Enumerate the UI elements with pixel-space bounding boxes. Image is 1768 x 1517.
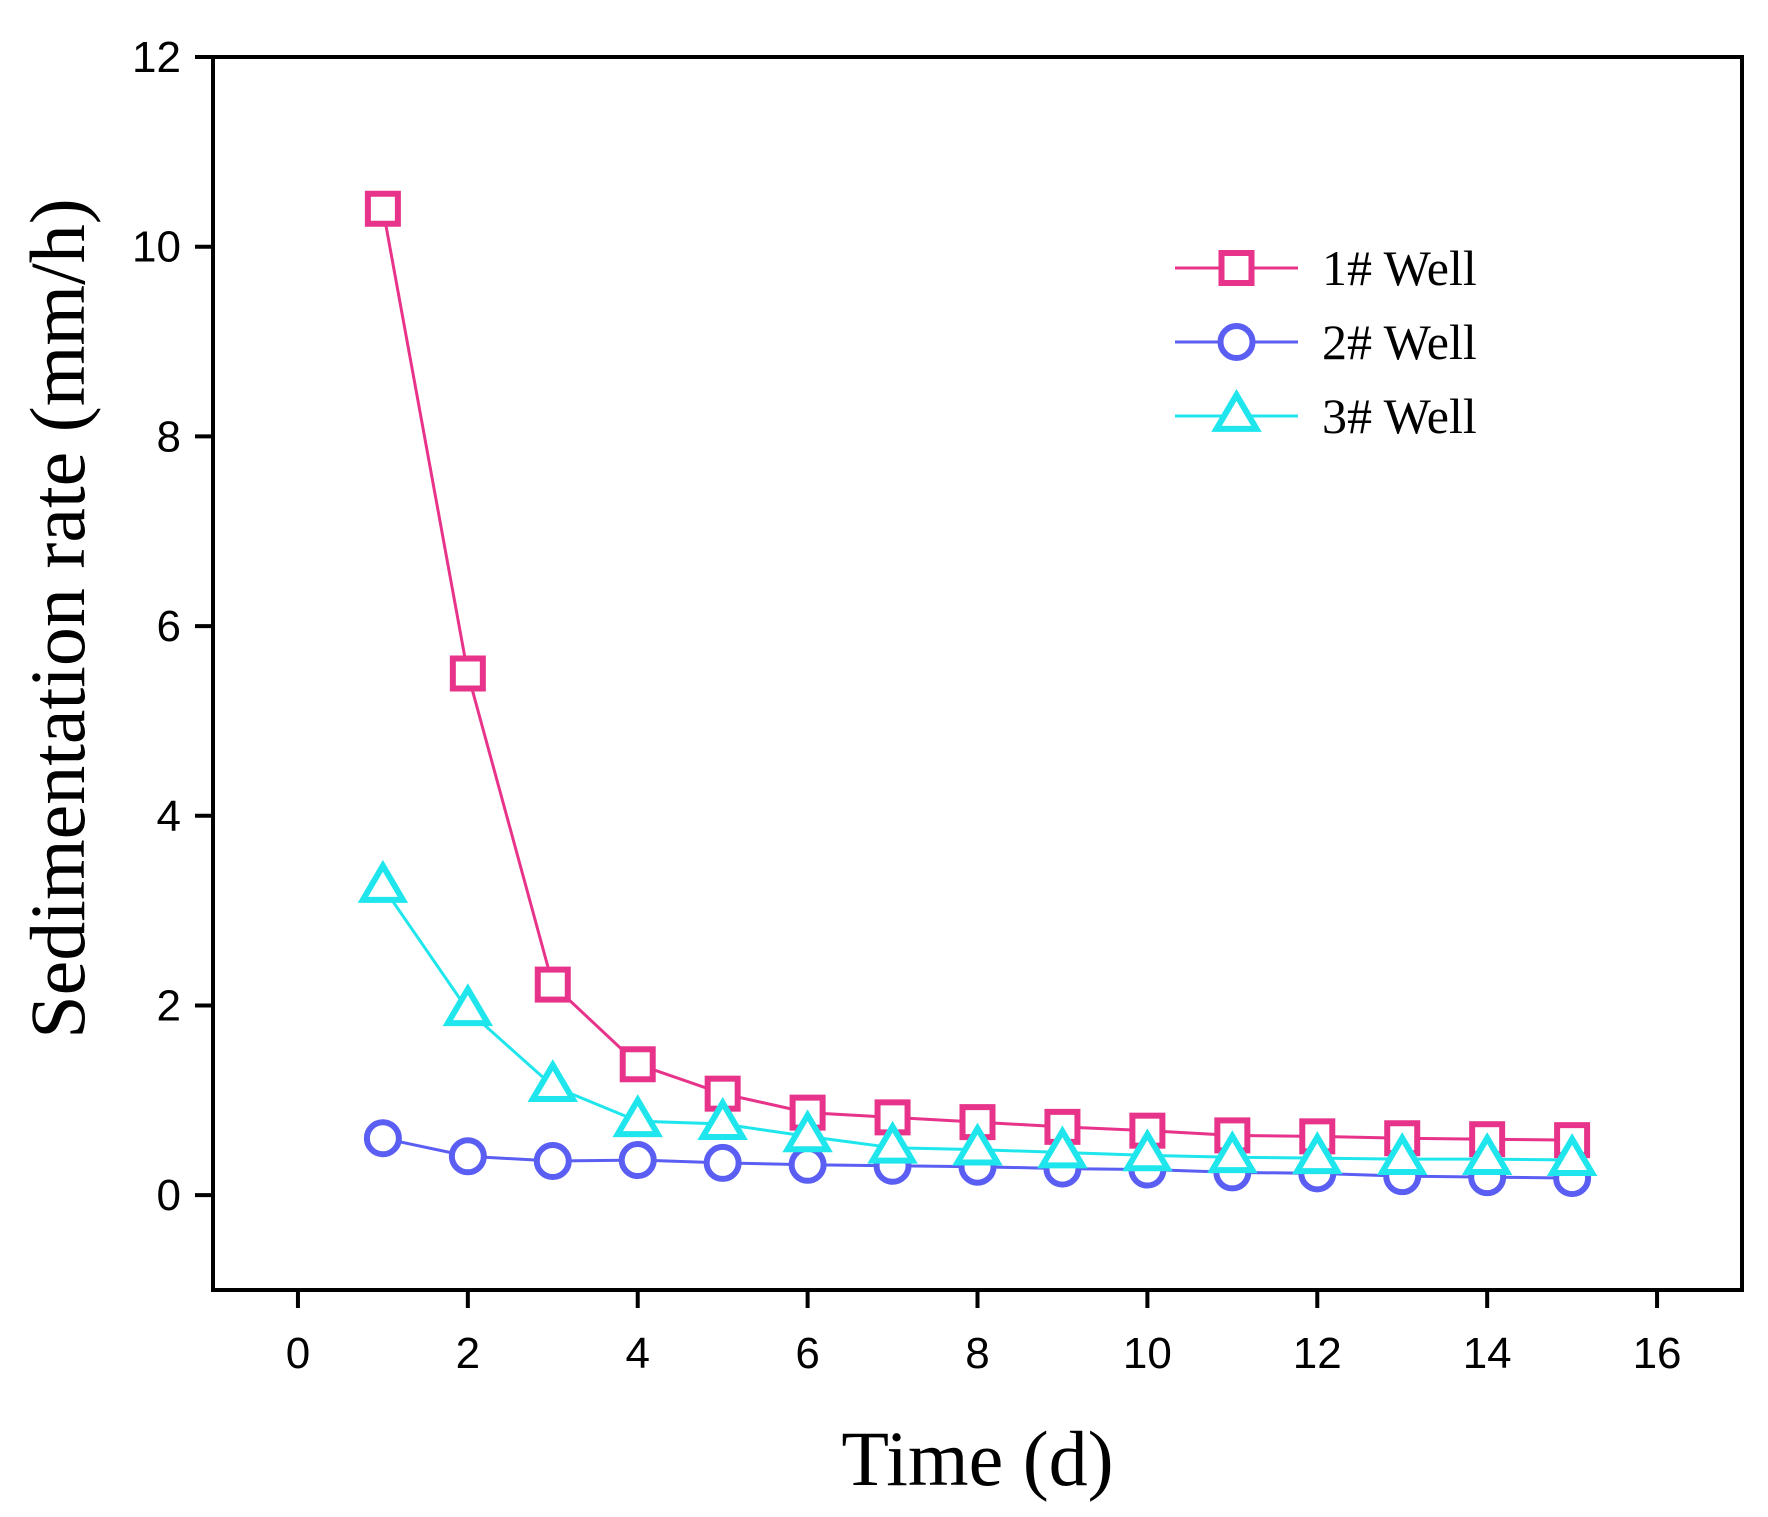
data-point-series-3 [442,983,494,1027]
x-tick-label: 4 [625,1329,649,1378]
legend-label-1: 1# Well [1322,240,1477,296]
data-point-series-3 [1207,1130,1258,1174]
data-point-series-2 [533,1142,572,1181]
data-point-series-3 [867,1120,918,1164]
y-tick-label: 8 [157,412,181,461]
data-point-series-2 [788,1145,827,1184]
x-tick-label: 2 [456,1329,480,1378]
data-point-series-2 [363,1119,402,1158]
x-tick-label: 10 [1123,1329,1172,1378]
x-tick-label: 14 [1463,1329,1512,1378]
y-tick-label: 4 [157,792,181,841]
plot-frame [211,55,1744,1292]
x-tick-label: 0 [286,1329,310,1378]
y-axis: 0 2 4 6 8 10 12 [132,33,213,1220]
data-point-series-2 [703,1143,742,1182]
data-point-series-3 [697,1097,748,1140]
series-markers [357,190,1598,1198]
data-point-series-3 [1461,1132,1513,1176]
data-point-series-2 [618,1141,657,1180]
data-point-series-3 [1037,1125,1088,1169]
y-tick-label: 6 [157,602,181,651]
y-tick-label: 12 [132,33,181,82]
data-point-series-3 [1122,1128,1173,1172]
legend-marker-1 [1218,250,1255,286]
data-point-series-3 [357,859,409,903]
data-point-series-3 [1546,1133,1598,1176]
x-tick-label: 16 [1633,1329,1682,1378]
y-tick-label: 10 [132,223,181,272]
x-tick-label: 8 [965,1329,989,1378]
data-point-series-1 [619,1046,656,1083]
x-axis-title: Time (d) [841,1415,1113,1502]
data-point-series-3 [527,1059,579,1103]
data-point-series-3 [1292,1131,1343,1175]
data-point-series-3 [952,1122,1003,1166]
data-point-series-3 [612,1094,663,1138]
y-tick-label: 0 [157,1171,181,1220]
data-point-series-3 [782,1109,833,1153]
data-point-series-2 [448,1137,487,1176]
data-point-series-1 [534,966,571,1003]
data-point-series-1 [364,190,401,227]
legend-label-3: 3# Well [1322,388,1477,444]
x-axis: 0 2 4 6 8 10 12 14 16 [286,1290,1682,1378]
y-tick-label: 2 [157,981,181,1030]
legend: 1# Well 2# Well 3# Well [1175,240,1477,444]
x-tick-label: 6 [795,1329,819,1378]
legend-label-2: 2# Well [1322,314,1477,370]
data-point-series-1 [449,655,486,692]
y-axis-title: Sedimentation rate (mm/h) [14,198,101,1038]
legend-marker-2 [1217,323,1256,361]
legend-marker-3 [1211,389,1262,432]
data-point-series-3 [1376,1132,1428,1176]
x-tick-label: 12 [1293,1329,1342,1378]
